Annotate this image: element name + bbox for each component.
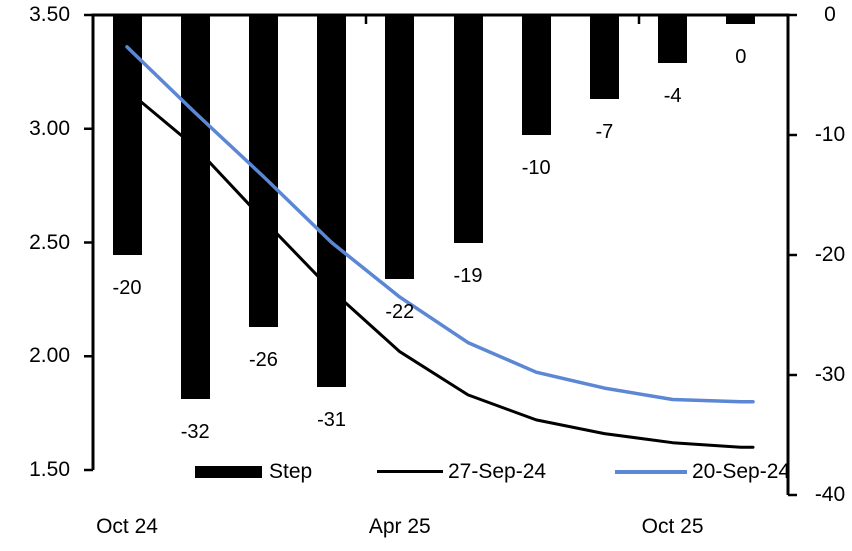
legend-label-step: Step	[269, 460, 313, 483]
step-bar	[521, 15, 551, 135]
bar-data-label: -7	[595, 121, 614, 143]
step-bar	[248, 15, 278, 327]
right-axis-tick-label: -40	[814, 483, 846, 506]
right-axis-tick-label: 0	[824, 3, 836, 26]
bar-data-label: -32	[180, 421, 210, 443]
right-axis-tick-label: -20	[814, 243, 846, 266]
x-axis-tick-label: Oct 24	[96, 515, 158, 538]
step-bar	[180, 15, 210, 399]
step-bar	[453, 15, 483, 243]
left-axis-tick-label: 3.50	[29, 3, 70, 26]
legend-black-line-swatch-icon	[377, 470, 443, 473]
left-axis-tick-label: 3.00	[29, 116, 70, 140]
step-bar	[589, 15, 619, 99]
bar-data-label: -10	[521, 157, 551, 179]
right-axis-tick-label: -30	[814, 363, 846, 386]
left-axis-tick-label: 2.50	[29, 230, 70, 254]
bar-data-label: -20	[112, 277, 142, 299]
left-axis-tick-label: 1.50	[29, 458, 70, 481]
bar-data-label: -19	[453, 265, 483, 287]
step-bar	[726, 15, 756, 24]
x-axis-tick-label: Oct 25	[641, 515, 704, 538]
bar-data-label: 0	[735, 46, 747, 68]
legend-bar-swatch-icon	[195, 466, 262, 478]
left-axis-tick-label: 2.00	[29, 344, 70, 368]
line-20-sep-24	[125, 45, 755, 404]
step-bar	[317, 15, 347, 387]
line-27-sep-24	[125, 88, 755, 449]
legend-blue-line-swatch-icon	[615, 470, 687, 474]
bar-data-label: -26	[248, 349, 278, 371]
bar-data-label: -31	[317, 409, 347, 431]
legend-label-27-sep-24: 27-Sep-24	[448, 460, 547, 483]
x-axis-tick-label: Apr 25	[368, 515, 431, 538]
legend-label-20-sep-24: 20-Sep-24	[692, 460, 791, 483]
step-bar	[385, 15, 415, 279]
bar-data-label: -4	[663, 85, 682, 107]
step-bar	[658, 15, 688, 63]
right-axis-tick-label: -10	[814, 123, 846, 146]
bar-data-label: -22	[385, 301, 415, 323]
